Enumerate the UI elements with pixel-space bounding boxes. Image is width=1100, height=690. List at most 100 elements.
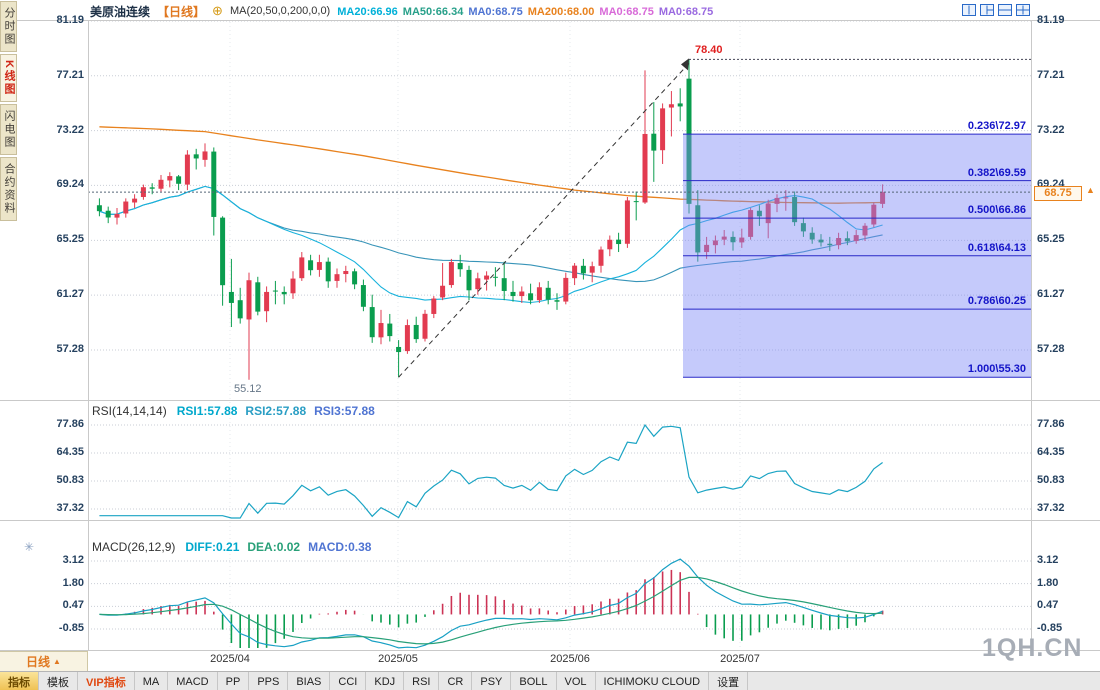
price-axis-label: 69.24 <box>56 178 84 191</box>
ma-value-label: MA20:66.96 <box>337 6 398 18</box>
rsi-title: RSI(14,14,14) <box>92 404 167 418</box>
candles <box>96 59 886 380</box>
panel-borders <box>0 20 1100 651</box>
rsi-header: RSI(14,14,14) RSI1:57.88 RSI2:57.88 RSI3:5… <box>92 404 383 418</box>
toolbar-tab-vip[interactable]: VIP指标 <box>78 672 135 690</box>
rsi-axis-label: 77.86 <box>56 418 84 430</box>
toolbar-tab-kdj[interactable]: KDJ <box>366 672 405 690</box>
macd-value-label: DIFF:0.21 <box>185 540 240 554</box>
ma-lines <box>99 126 883 304</box>
macd-axis-label: -0.85 <box>1037 622 1063 634</box>
rsi-axis-label: 77.86 <box>1037 418 1065 430</box>
last-price-tag: 68.75 <box>1034 186 1082 202</box>
toolbar-tab-ichimoku[interactable]: ICHIMOKU CLOUD <box>595 672 710 690</box>
layout-split-horizontal-icon[interactable] <box>998 3 1012 16</box>
fib-level-label: 1.000\55.30 <box>967 363 1026 376</box>
date-axis-label: 2025/07 <box>720 653 760 665</box>
macd-settings-icon[interactable]: ✳ <box>24 540 35 554</box>
sidebar-tab-time-chart[interactable]: 分时图 <box>0 1 17 52</box>
low-price-label: 55.12 <box>234 382 262 395</box>
rsi-value-label: RSI1:57.88 <box>176 404 238 418</box>
layout-split-3-icon[interactable] <box>980 3 994 16</box>
price-axis-label: 65.25 <box>56 233 84 246</box>
toolbar-tab-cci[interactable]: CCI <box>330 672 367 690</box>
ma-values: MA20:66.96 MA50:66.34 MA0:68.75 MA200:68.00… <box>337 2 718 20</box>
price-axis-label: 81.19 <box>56 14 84 26</box>
rsi-axis-label: 37.32 <box>1037 502 1065 514</box>
gridlines <box>88 20 1032 648</box>
sidebar-tab-flash-chart[interactable]: 闪电图 <box>0 103 17 155</box>
ma-group-label: MA(20,50,0,200,0,0) <box>229 5 331 17</box>
symbol-title: 美原油连续 <box>90 4 151 19</box>
toolbar-tab-pps[interactable]: PPS <box>249 672 289 690</box>
chart-type-sidebar: 分时图 K线图 闪电图 合约资料 <box>0 1 18 221</box>
price-axis-label: 57.28 <box>56 343 84 355</box>
ma-value-label: MA200:68.00 <box>527 6 595 18</box>
date-axis-label: 2025/04 <box>210 653 250 665</box>
toolbar-tab-pp[interactable]: PP <box>217 672 250 690</box>
fib-level-label: 0.382\69.59 <box>967 166 1026 179</box>
macd-axis-label: 1.80 <box>62 576 84 589</box>
toolbar-tab-psy[interactable]: PSY <box>472 672 512 690</box>
fib-level-label: 0.500\66.86 <box>967 204 1026 217</box>
toolbar-tab-cr[interactable]: CR <box>439 672 473 690</box>
price-axis-label: 61.27 <box>56 288 84 301</box>
macd-title: MACD(26,12,9) <box>92 540 176 554</box>
period-label: 日线 <box>26 655 51 669</box>
macd-axis-label: -0.85 <box>58 622 84 634</box>
rsi-axis-label: 50.83 <box>1037 474 1065 486</box>
macd-axis-label: 0.47 <box>62 599 84 612</box>
period-tag[interactable]: 【日线】 <box>157 4 206 19</box>
rsi-axis-label: 64.35 <box>1037 445 1065 458</box>
price-axis-label: 77.21 <box>56 68 84 81</box>
fib-level-label: 0.618\64.13 <box>967 241 1026 254</box>
high-price-label: 78.40 <box>695 44 723 57</box>
watermark: 1QH.CN <box>982 634 1083 662</box>
price-axis-label: 73.22 <box>1037 123 1065 136</box>
toolbar-tab-bias[interactable]: BIAS <box>288 672 331 690</box>
price-axis-label: 77.21 <box>1037 68 1065 81</box>
sidebar-tab-kline-chart[interactable]: K线图 <box>0 54 17 102</box>
rsi-legend: RSI1:57.88 RSI2:57.88 RSI3:57.88 <box>177 404 383 418</box>
ma-value-label: MA0:68.75 <box>468 6 523 18</box>
toolbar-tab-indicator[interactable]: 指标 <box>0 672 39 690</box>
period-selector-button[interactable]: 日线 ▲ <box>0 651 88 671</box>
rsi-value-label: RSI3:57.88 <box>314 404 375 418</box>
rsi-plot <box>99 423 883 519</box>
macd-header: MACD(26,12,9) DIFF:0.21 DEA:0.02 MACD:0.38 <box>92 540 379 554</box>
chart-header: 美原油连续 【日线】 ⊕ MA(20,50,0,200,0,0) MA20:66… <box>90 3 718 19</box>
macd-plot <box>99 558 884 649</box>
toolbar-tab-macd[interactable]: MACD <box>168 672 218 690</box>
sidebar-tab-contract-info[interactable]: 合约资料 <box>0 156 17 221</box>
date-axis-label: 2025/05 <box>378 653 418 665</box>
price-axis-label: 61.27 <box>1037 288 1065 301</box>
ma-value-label: MA0:68.75 <box>658 6 714 18</box>
macd-axis-label: 1.80 <box>1037 576 1059 589</box>
layout-icons <box>962 3 1030 16</box>
price-axis-label: 73.22 <box>56 123 84 136</box>
toolbar-tab-ma[interactable]: MA <box>134 672 169 690</box>
layout-grid-4-icon[interactable] <box>1016 3 1030 16</box>
fib-level-label: 0.786\60.25 <box>967 295 1026 308</box>
price-axis-label: 65.25 <box>1037 233 1065 246</box>
indicator-settings-icon[interactable]: ⊕ <box>212 3 223 18</box>
layout-split-2-icon[interactable] <box>962 3 976 16</box>
macd-value-label: DEA:0.02 <box>247 540 301 554</box>
price-up-marker-icon: ▲ <box>1086 185 1095 196</box>
toolbar-tab-rsi[interactable]: RSI <box>404 672 440 690</box>
dropdown-arrow-icon: ▲ <box>53 657 61 666</box>
toolbar-tab-template[interactable]: 模板 <box>39 672 78 690</box>
price-axis-label: 57.28 <box>1037 343 1065 355</box>
toolbar-tab-boll[interactable]: BOLL <box>511 672 557 690</box>
ma-value-label: MA50:66.34 <box>402 6 464 18</box>
fib-level-label: 0.236\72.97 <box>967 120 1026 133</box>
price-axis-label: 81.19 <box>1037 14 1065 26</box>
date-axis-label: 2025/06 <box>550 653 590 665</box>
macd-legend: DIFF:0.21 DEA:0.02 MACD:0.38 <box>185 540 379 554</box>
rsi-value-label: RSI2:57.88 <box>245 404 307 418</box>
toolbar-tab-settings[interactable]: 设置 <box>709 672 749 690</box>
macd-axis-label: 3.12 <box>62 554 84 566</box>
toolbar-tab-vol[interactable]: VOL <box>556 672 596 690</box>
